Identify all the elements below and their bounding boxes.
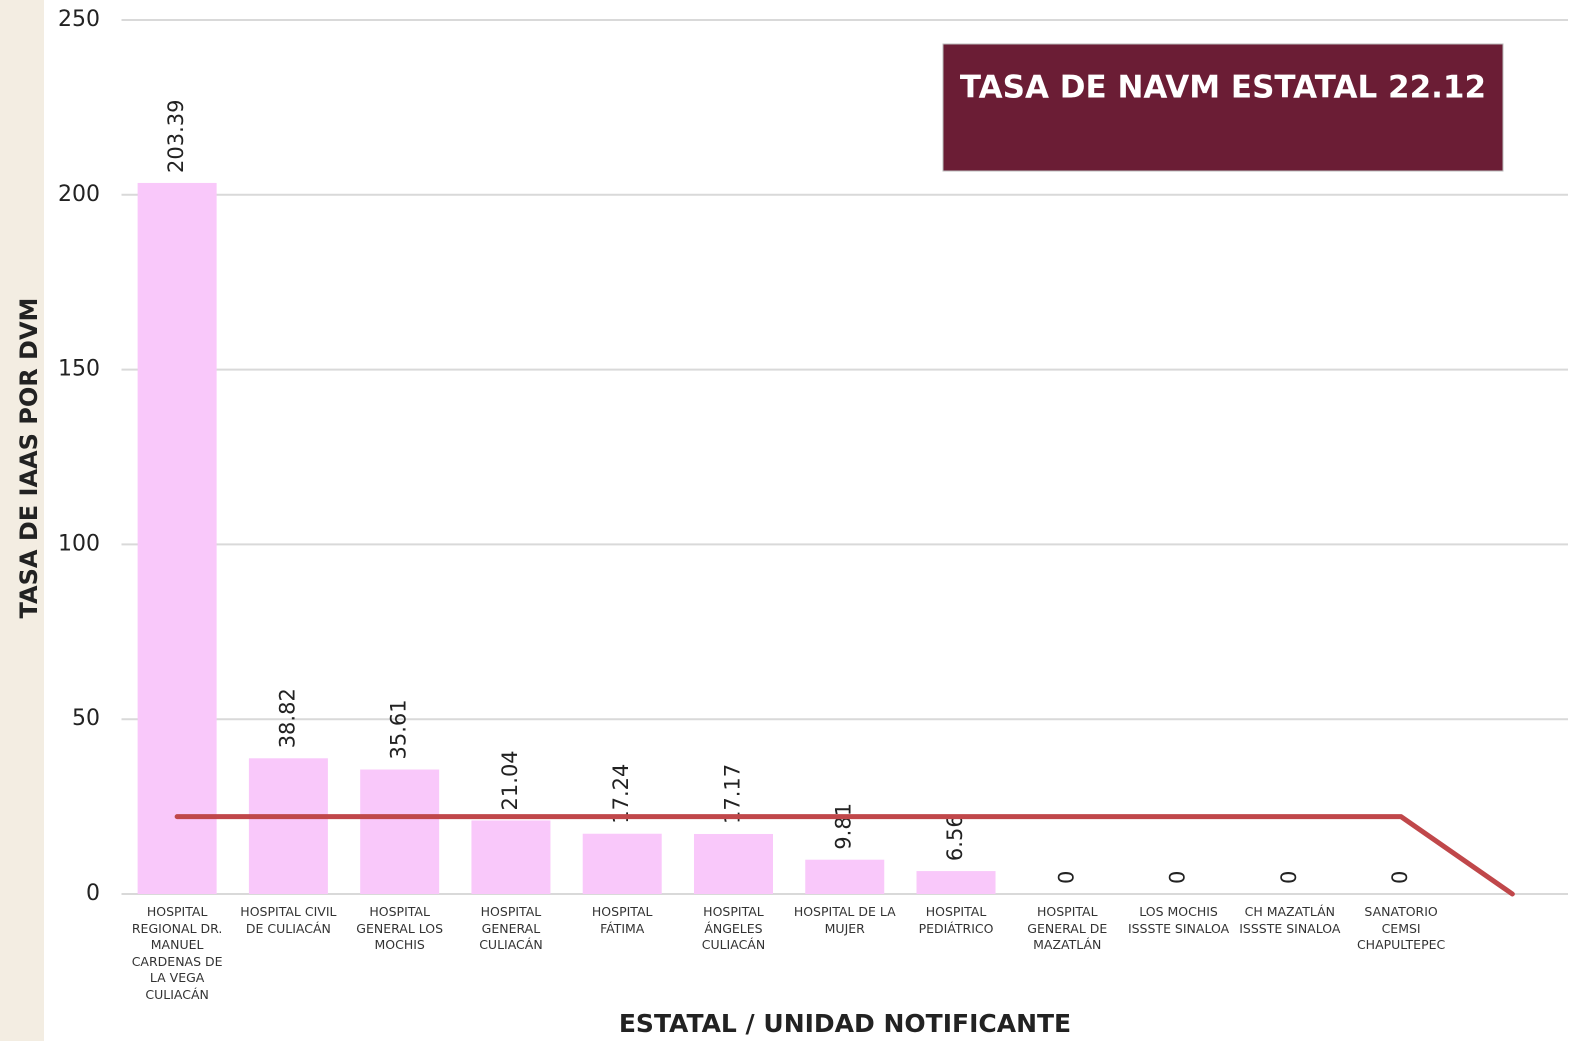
y-tick-label: 50	[72, 706, 100, 731]
y-tick-label: 150	[58, 357, 100, 382]
bar	[471, 820, 551, 894]
data-label: 203.39	[164, 99, 188, 172]
x-tick-label: HOSPITAL DE LA MUJER	[793, 904, 896, 936]
data-label: 0	[1388, 871, 1412, 884]
y-tick-label: 0	[86, 881, 100, 906]
x-tick-label: HOSPITAL REGIONAL DR. MANUEL CARDENAS DE…	[131, 904, 223, 1002]
x-tick-label: HOSPITAL GENERAL LOS MOCHIS	[356, 904, 444, 952]
data-label: 0	[1277, 871, 1301, 884]
side-strip	[0, 0, 44, 1041]
x-tick-label: HOSPITAL PEDIÁTRICO	[918, 904, 994, 936]
bar	[360, 769, 440, 894]
x-tick-label: HOSPITAL GENERAL DE MAZATLÁN	[1027, 904, 1108, 952]
bar	[582, 833, 662, 894]
line	[174, 814, 1515, 897]
data-label: 38.82	[275, 688, 299, 748]
x-axis-label: ESTATAL / UNIDAD NOTIFICANTE	[619, 1009, 1071, 1038]
bar	[805, 859, 885, 894]
data-label: 0	[1054, 871, 1078, 884]
data-label: 0	[1166, 871, 1190, 884]
data-label: 17.17	[720, 764, 744, 824]
bar	[916, 871, 996, 894]
x-tick-label: HOSPITAL FÁTIMA	[591, 904, 653, 936]
x-tick-label: HOSPITAL GENERAL CULIACÁN	[479, 904, 543, 952]
x-tick-label: SANATORIO CEMSI CHAPULTEPEC	[1356, 904, 1446, 952]
y-axis-label: TASA DE IAAS POR DVM	[15, 298, 43, 619]
y-tick-label: 200	[58, 182, 100, 207]
bar	[248, 758, 328, 894]
y-tick-label: 250	[58, 7, 100, 32]
data-label: 21.04	[498, 750, 522, 810]
annotation-box	[942, 43, 1504, 172]
x-tick-label: HOSPITAL CIVIL DE CULIACÁN	[240, 904, 337, 936]
data-label: 9.81	[832, 803, 856, 850]
y-tick-label: 100	[58, 531, 100, 556]
annotation: TASA DE NAVM ESTATAL 22.12	[960, 70, 1486, 106]
data-label: 6.56	[943, 814, 967, 861]
data-label: 17.24	[609, 764, 633, 824]
bar	[693, 833, 773, 894]
x-tick-label: HOSPITAL ÁNGELES CULIACÁN	[701, 904, 766, 952]
x-tick-label: LOS MOCHIS ISSSTE SINALOA	[1127, 904, 1230, 936]
x-tick-label: CH MAZATLÁN ISSSTE SINALOA	[1239, 904, 1341, 936]
data-label: 35.61	[387, 699, 411, 759]
bar	[137, 182, 217, 895]
